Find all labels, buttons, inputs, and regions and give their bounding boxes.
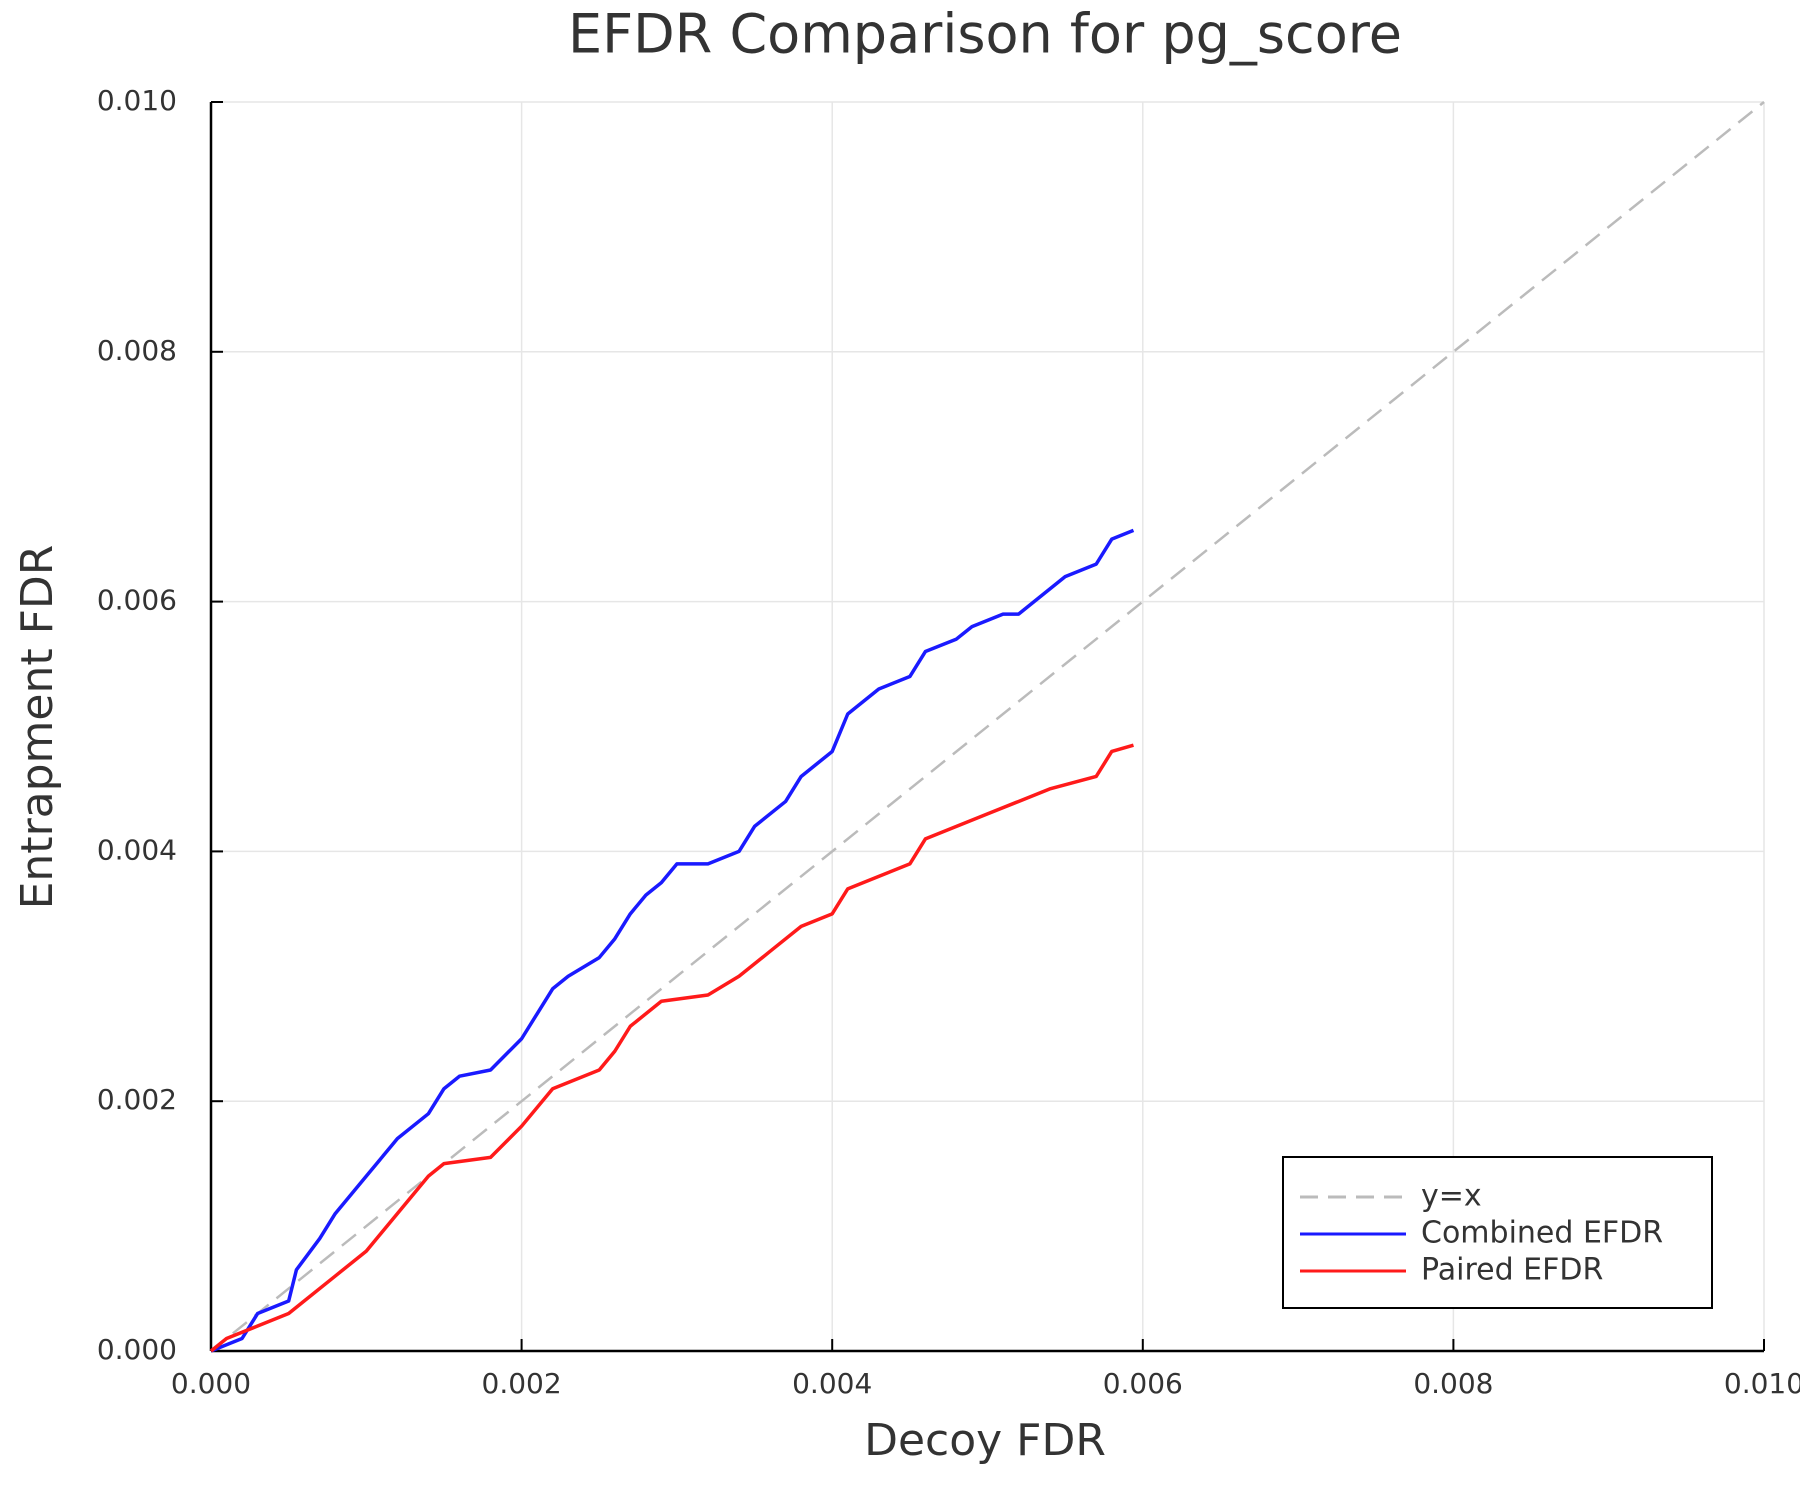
x-tick-label: 0.006 [1103,1367,1183,1400]
chart-title: EFDR Comparison for pg_score [568,3,1402,66]
y-tick-label: 0.008 [97,334,177,367]
legend-label: y=x [1421,1179,1482,1214]
x-tick-label: 0.004 [792,1367,872,1400]
series-line [210,101,1765,1352]
y-axis-label: Entrapment FDR [12,545,63,910]
y-tick-label: 0.000 [97,1333,177,1366]
x-tick-label: 0.002 [482,1367,562,1400]
y-tick-label: 0.010 [97,84,177,117]
y-tick-label: 0.002 [97,1083,177,1116]
legend-label: Combined EFDR [1421,1216,1663,1251]
y-tick-label: 0.006 [97,584,177,617]
x-tick-label: 0.010 [1724,1367,1800,1400]
legend-label: Paired EFDR [1421,1253,1603,1288]
series-line [210,528,1135,1353]
x-tick-label: 0.008 [1413,1367,1493,1400]
x-axis-label: Decoy FDR [864,1415,1106,1466]
y-tick-label: 0.004 [97,833,177,866]
x-tick-label: 0.000 [171,1367,251,1400]
series-line [209,743,1134,1353]
